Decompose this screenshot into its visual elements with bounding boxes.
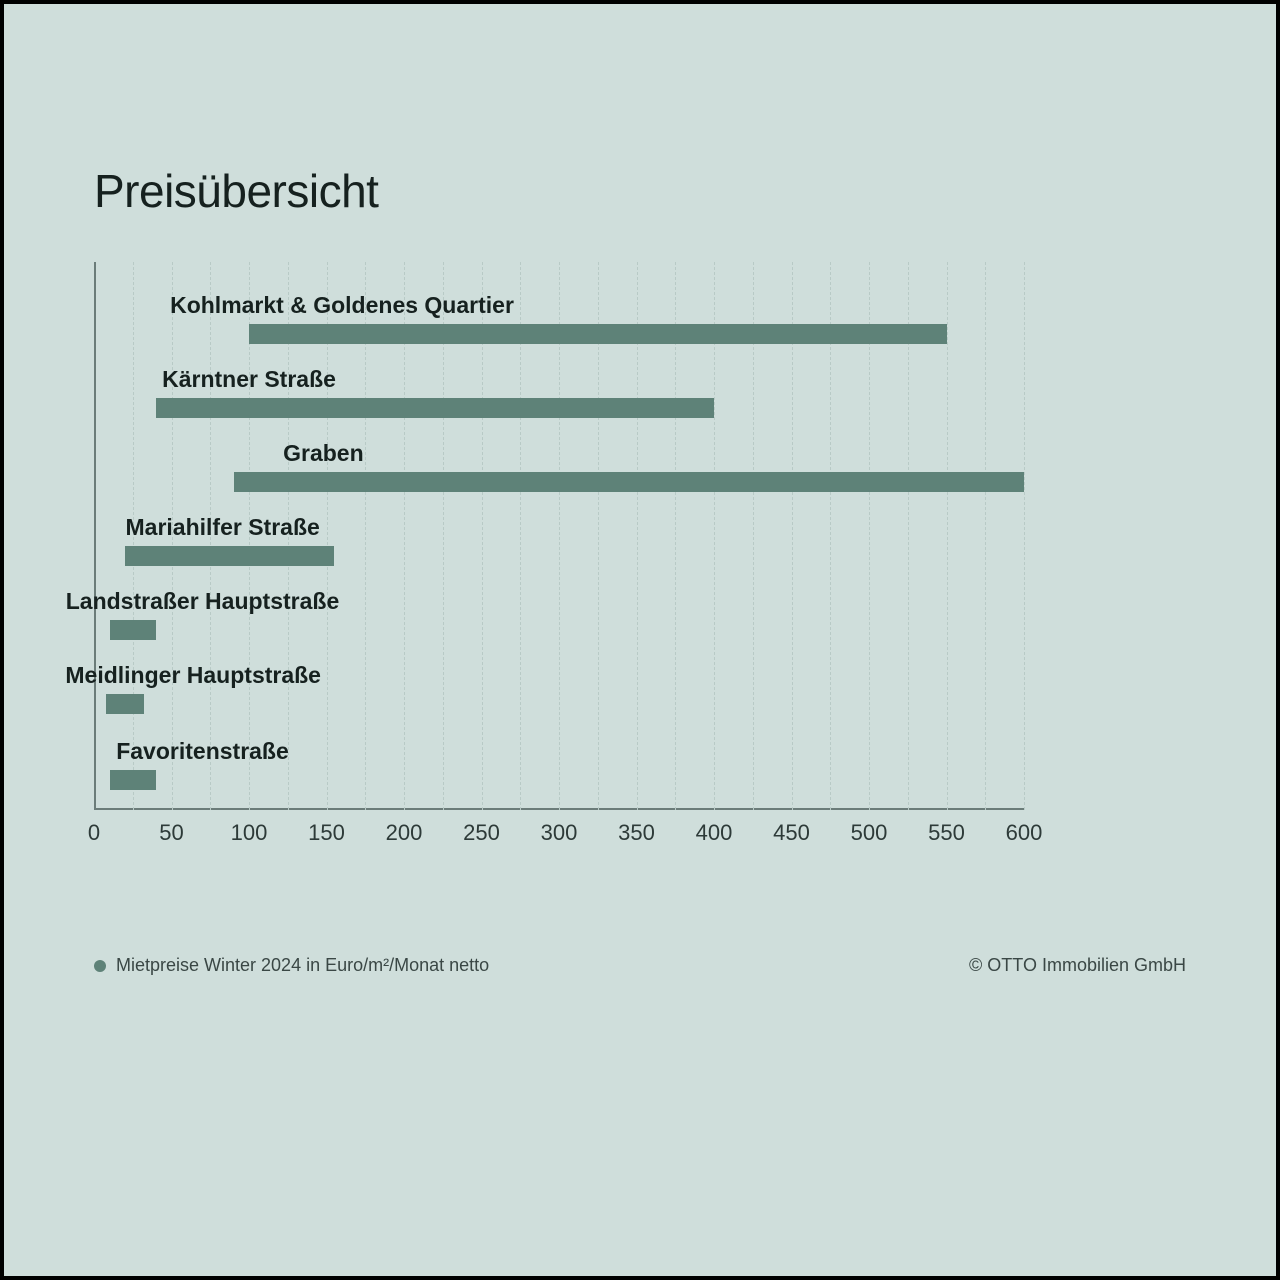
gridline	[675, 262, 676, 810]
gridline	[443, 262, 444, 810]
x-tick-label: 250	[463, 820, 500, 846]
x-tick-label: 300	[541, 820, 578, 846]
gridline	[985, 262, 986, 810]
gridline	[520, 262, 521, 810]
chart-title: Preisübersicht	[94, 164, 378, 218]
x-tick-label: 550	[928, 820, 965, 846]
range-bar	[110, 620, 157, 640]
gridline	[365, 262, 366, 810]
gridline	[792, 262, 793, 810]
row-label: Kärntner Straße	[162, 366, 336, 393]
chart-panel: Preisübersicht 0501001502002503003504004…	[4, 4, 1276, 1276]
gridline	[753, 262, 754, 810]
x-tick-label: 200	[386, 820, 423, 846]
gridline	[1024, 262, 1025, 810]
row-label: Favoritenstraße	[116, 738, 289, 765]
gridline	[404, 262, 405, 810]
legend: Mietpreise Winter 2024 in Euro/m²/Monat …	[94, 955, 489, 976]
x-tick-label: 150	[308, 820, 345, 846]
range-bar	[234, 472, 1025, 492]
x-tick-label: 100	[231, 820, 268, 846]
range-bar	[249, 324, 947, 344]
x-tick-label: 350	[618, 820, 655, 846]
gridline	[559, 262, 560, 810]
range-bar	[125, 546, 334, 566]
gridline	[327, 262, 328, 810]
row-label: Mariahilfer Straße	[125, 514, 319, 541]
x-tick-label: 500	[851, 820, 888, 846]
gridline	[908, 262, 909, 810]
range-bar	[156, 398, 714, 418]
copyright-text: © OTTO Immobilien GmbH	[969, 955, 1186, 976]
legend-marker-icon	[94, 960, 106, 972]
gridline	[947, 262, 948, 810]
range-bar	[110, 770, 157, 790]
gridline	[598, 262, 599, 810]
legend-text: Mietpreise Winter 2024 in Euro/m²/Monat …	[116, 955, 489, 976]
row-label: Kohlmarkt & Goldenes Quartier	[170, 292, 514, 319]
gridline	[714, 262, 715, 810]
range-bar	[106, 694, 143, 714]
gridline	[637, 262, 638, 810]
gridline	[482, 262, 483, 810]
row-label: Graben	[283, 440, 364, 467]
x-tick-label: 400	[696, 820, 733, 846]
row-label: Landstraßer Hauptstraße	[66, 588, 340, 615]
row-label: Meidlinger Hauptstraße	[65, 662, 321, 689]
x-tick-label: 0	[88, 820, 100, 846]
x-tick-label: 600	[1006, 820, 1043, 846]
y-axis	[94, 262, 96, 810]
chart-plot-area: 050100150200250300350400450500550600Kohl…	[94, 262, 1024, 810]
gridline	[830, 262, 831, 810]
gridline	[869, 262, 870, 810]
x-tick-label: 50	[159, 820, 183, 846]
x-tick-label: 450	[773, 820, 810, 846]
